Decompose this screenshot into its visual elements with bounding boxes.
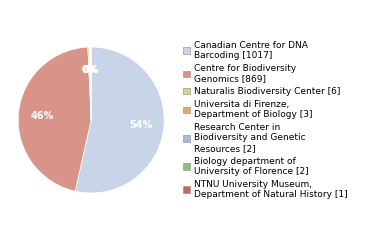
Wedge shape bbox=[18, 47, 91, 191]
Wedge shape bbox=[89, 47, 91, 120]
Text: 0%: 0% bbox=[81, 66, 98, 75]
Wedge shape bbox=[90, 47, 91, 120]
Wedge shape bbox=[90, 47, 91, 120]
Text: 54%: 54% bbox=[129, 120, 152, 131]
Text: 0%: 0% bbox=[82, 65, 99, 75]
Legend: Canadian Centre for DNA
Barcoding [1017], Centre for Biodiversity
Genomics [869]: Canadian Centre for DNA Barcoding [1017]… bbox=[183, 41, 348, 199]
Wedge shape bbox=[75, 47, 164, 193]
Wedge shape bbox=[88, 47, 91, 120]
Text: 0%: 0% bbox=[82, 65, 98, 75]
Text: 46%: 46% bbox=[30, 111, 54, 121]
Text: 0%: 0% bbox=[82, 65, 99, 75]
